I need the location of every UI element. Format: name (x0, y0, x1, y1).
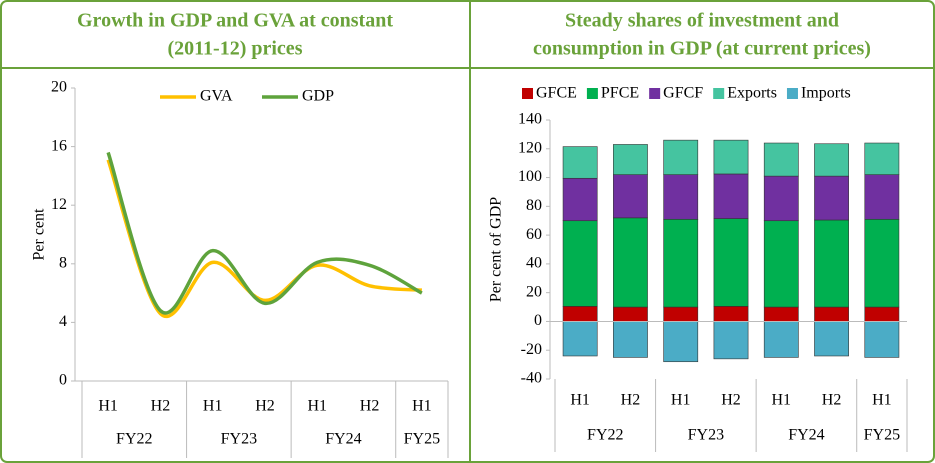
y-tick-label: 0 (534, 312, 542, 329)
bar-segment (763, 306, 799, 322)
bar-segment (763, 175, 799, 222)
group-label: FY23 (688, 427, 724, 444)
y-tick-label: 80 (526, 197, 542, 214)
group-label: FY24 (788, 427, 824, 444)
bar-segment (864, 142, 900, 175)
bar-segment (613, 144, 648, 175)
bar-segment (613, 306, 648, 322)
x-tick-label: H1 (203, 398, 223, 415)
legend-swatch (586, 88, 598, 99)
bar-segment (763, 321, 799, 358)
bar-segment (814, 219, 849, 308)
bar-segment (713, 173, 749, 219)
bar-segment (814, 143, 849, 177)
x-tick-label: H1 (671, 392, 691, 409)
bar-segment (713, 218, 749, 307)
legend-label: Imports (801, 85, 851, 102)
x-tick-label: H2 (151, 398, 171, 415)
bar-segment (713, 321, 749, 360)
group-label: FY22 (587, 427, 623, 444)
x-tick-label: H2 (621, 392, 641, 409)
bar-segment (864, 306, 900, 322)
legend-label: GDP (302, 88, 334, 105)
x-tick-label: H2 (360, 398, 380, 415)
bar-segment (864, 174, 900, 220)
bar-segment (562, 306, 598, 322)
bar-segment (713, 306, 749, 322)
x-tick-label: H1 (308, 398, 328, 415)
x-tick-label: H2 (721, 392, 741, 409)
line-series (106, 159, 423, 319)
y-axis-label: Per cent (31, 208, 48, 261)
bar-segment (562, 146, 598, 179)
legend-label: PFCE (601, 85, 639, 102)
bar-segment (663, 306, 699, 322)
x-tick-label: H1 (98, 398, 118, 415)
y-tick-label: -40 (521, 370, 542, 387)
y-tick-label: 12 (51, 196, 67, 213)
bar-segment (663, 218, 699, 308)
y-tick-label: 40 (526, 255, 542, 272)
chart-title: (2011-12) prices (168, 38, 303, 60)
x-tick-label: H1 (412, 398, 432, 415)
y-tick-label: 120 (518, 139, 542, 156)
y-tick-label: 4 (59, 313, 67, 330)
group-label: FY23 (221, 431, 257, 448)
bar-segment (663, 174, 699, 220)
legend-label: GVA (200, 88, 233, 105)
group-label: FY22 (116, 431, 152, 448)
y-tick-label: 20 (51, 79, 67, 96)
legend-swatch (713, 88, 725, 99)
bar-segment (763, 220, 799, 308)
bar-segment (814, 321, 849, 357)
bar-segment (562, 321, 598, 357)
group-label: FY25 (404, 431, 440, 448)
y-tick-label: 8 (59, 254, 67, 271)
bar-segment (562, 220, 598, 307)
bar-segment (663, 139, 699, 175)
bar-segment (864, 321, 900, 358)
line-series (106, 151, 423, 315)
bar-segment (814, 175, 849, 221)
y-tick-label: 140 (518, 111, 542, 128)
chart-title: Steady shares of investment and (565, 10, 839, 32)
bar-segment (814, 306, 849, 322)
y-tick-label: 16 (51, 137, 67, 154)
group-label: FY25 (864, 427, 900, 444)
legend-swatch (522, 88, 533, 99)
legend-label: Exports (727, 85, 777, 102)
legend-swatch (649, 88, 661, 99)
x-tick-label: H1 (772, 392, 792, 409)
bar-segment (562, 177, 598, 222)
bar-segment (613, 174, 648, 219)
y-axis-label: Per cent of GDP (488, 197, 505, 302)
bar-segment (663, 321, 699, 363)
x-tick-label: H2 (822, 392, 842, 409)
x-tick-label: H1 (872, 392, 892, 409)
legend-label: GFCE (536, 85, 577, 102)
y-tick-label: 20 (526, 283, 542, 300)
group-label: FY24 (325, 431, 361, 448)
bar-segment (613, 321, 648, 358)
y-tick-label: 60 (526, 226, 542, 243)
bar-segment (763, 142, 799, 177)
y-tick-label: -20 (521, 341, 542, 358)
x-tick-label: H1 (570, 392, 590, 409)
x-tick-label: H2 (255, 398, 275, 415)
legend-label: GFCF (663, 85, 703, 102)
chart-title: consumption in GDP (at current prices) (533, 38, 871, 60)
y-tick-label: 0 (59, 372, 67, 389)
bar-segment (613, 217, 648, 308)
bar-segment (864, 218, 900, 308)
legend-swatch (786, 88, 798, 99)
bar-segment (713, 139, 749, 175)
chart-title: Growth in GDP and GVA at constant (77, 10, 393, 32)
y-tick-label: 100 (518, 168, 542, 185)
